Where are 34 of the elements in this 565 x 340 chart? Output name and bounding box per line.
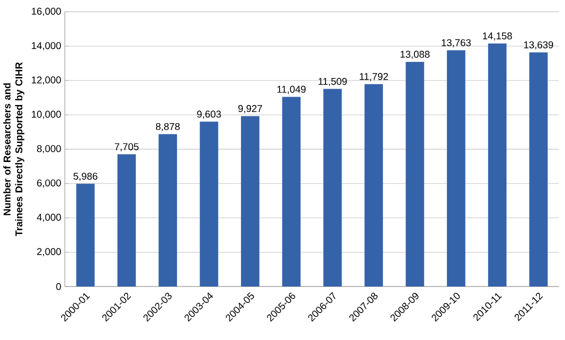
data-label: 7,705	[114, 142, 139, 152]
bar	[76, 184, 95, 286]
bar	[117, 154, 136, 286]
y-tick-label: 0	[56, 282, 61, 290]
data-label: 9,927	[238, 104, 262, 113]
y-tick-label: 8,000	[37, 144, 61, 154]
bar	[364, 84, 383, 286]
bar	[158, 134, 178, 286]
data-label: 13,088	[400, 50, 430, 59]
data-label: 11,792	[360, 72, 388, 81]
bar	[240, 116, 260, 286]
y-tick-label: 4,000	[36, 214, 61, 222]
bar	[282, 96, 301, 286]
y-tick-label: 14,000	[32, 42, 61, 50]
bar	[406, 62, 424, 286]
y-axis-title: Number of Researchers and Trainees Directly Supported by CIHR	[3, 62, 24, 236]
data-label: 5,986	[74, 172, 98, 181]
y-tick-label: 10,000	[32, 110, 61, 119]
bar	[200, 121, 218, 286]
data-label: 14,158	[482, 32, 512, 40]
y-tick-label: 6,000	[37, 179, 61, 188]
y-tick-label: 12,000	[32, 76, 61, 84]
data-label: 13,763	[442, 38, 471, 48]
data-label: 9,603	[197, 110, 221, 119]
data-label: 11,049	[277, 86, 306, 94]
data-label: 11,509	[318, 78, 347, 86]
y-tick-label: 2,000	[37, 248, 61, 256]
bar	[323, 88, 342, 286]
bar	[446, 50, 466, 286]
data-label: 8,878	[156, 122, 180, 131]
y-tick-label: 16,000	[32, 8, 61, 16]
bar	[488, 43, 507, 286]
data-label: 13,639	[524, 41, 554, 50]
bar	[529, 52, 548, 286]
